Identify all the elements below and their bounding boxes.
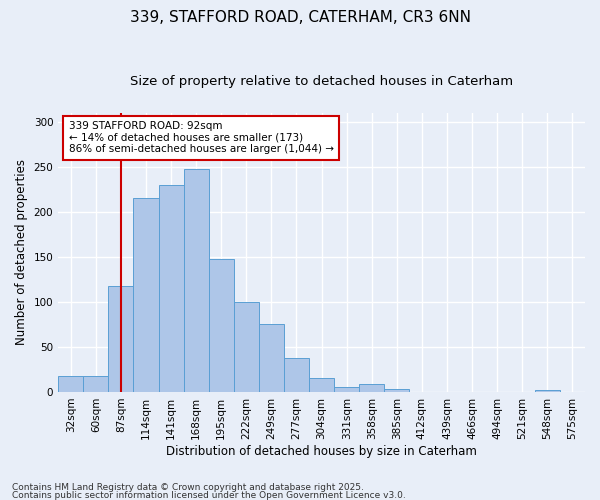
Bar xyxy=(284,358,309,392)
Bar xyxy=(535,390,560,392)
Bar xyxy=(133,198,158,392)
Bar xyxy=(259,324,284,392)
Text: Contains public sector information licensed under the Open Government Licence v3: Contains public sector information licen… xyxy=(12,490,406,500)
Text: 339, STAFFORD ROAD, CATERHAM, CR3 6NN: 339, STAFFORD ROAD, CATERHAM, CR3 6NN xyxy=(130,10,470,25)
Bar xyxy=(109,286,133,392)
Bar xyxy=(209,258,234,392)
Text: 339 STAFFORD ROAD: 92sqm
← 14% of detached houses are smaller (173)
86% of semi-: 339 STAFFORD ROAD: 92sqm ← 14% of detach… xyxy=(69,121,334,154)
Bar xyxy=(158,185,184,392)
X-axis label: Distribution of detached houses by size in Caterham: Distribution of detached houses by size … xyxy=(166,444,477,458)
Bar xyxy=(359,384,385,392)
Text: Contains HM Land Registry data © Crown copyright and database right 2025.: Contains HM Land Registry data © Crown c… xyxy=(12,484,364,492)
Bar xyxy=(385,390,409,392)
Y-axis label: Number of detached properties: Number of detached properties xyxy=(15,160,28,346)
Bar xyxy=(58,376,83,392)
Title: Size of property relative to detached houses in Caterham: Size of property relative to detached ho… xyxy=(130,75,513,88)
Bar xyxy=(334,388,359,392)
Bar xyxy=(83,376,109,392)
Bar xyxy=(309,378,334,392)
Bar xyxy=(234,302,259,392)
Bar xyxy=(184,168,209,392)
